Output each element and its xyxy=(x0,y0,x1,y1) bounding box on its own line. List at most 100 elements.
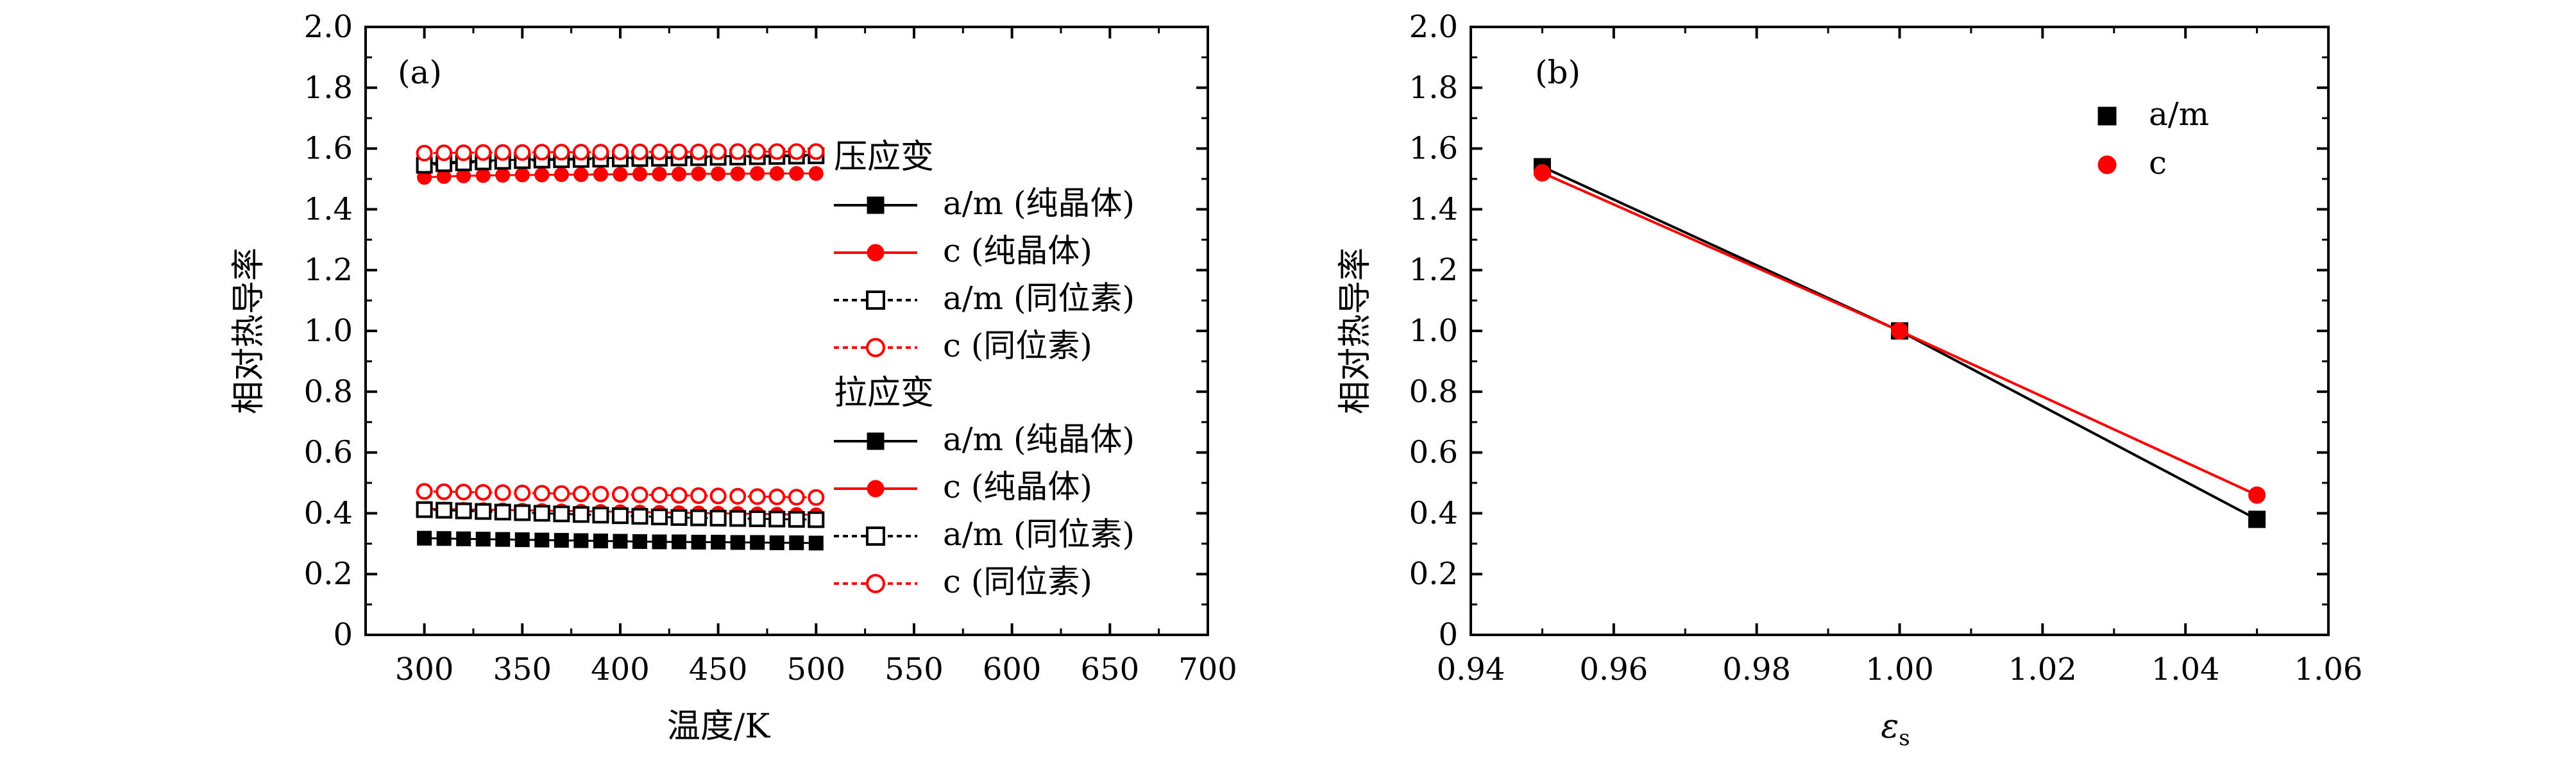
legend-marker xyxy=(867,196,885,214)
y-tick-label: 0 xyxy=(1438,617,1458,653)
x-tick-label: 0.98 xyxy=(1722,652,1791,687)
data-point xyxy=(631,486,648,503)
x-tick-label: 450 xyxy=(689,652,748,687)
x-axis-title: εs xyxy=(1881,707,1910,751)
data-point xyxy=(514,532,530,548)
data-point xyxy=(611,486,629,503)
panel-label: (b) xyxy=(1535,54,1580,91)
legend-entry: a/m (同位素) xyxy=(834,516,1135,553)
data-point xyxy=(729,487,747,505)
y-tick-label: 0 xyxy=(333,617,353,653)
data-point xyxy=(514,504,531,521)
data-point xyxy=(652,534,667,550)
data-point xyxy=(611,143,629,160)
data-point xyxy=(631,143,648,160)
data-point xyxy=(730,535,745,550)
data-point xyxy=(750,165,765,181)
data-point xyxy=(572,506,589,523)
legend-marker xyxy=(867,244,885,262)
data-point xyxy=(2248,510,2266,528)
data-point xyxy=(494,503,511,521)
data-point xyxy=(494,484,511,501)
data-point xyxy=(690,509,708,526)
y-tick-label: 1.6 xyxy=(304,131,353,167)
data-point xyxy=(769,535,784,550)
legend-label: a/m (纯晶体) xyxy=(943,421,1135,458)
y-tick-label: 0.8 xyxy=(304,374,353,410)
legend-entry: a/m (纯晶体) xyxy=(834,185,1135,222)
x-tick-label: 400 xyxy=(591,652,650,687)
data-point xyxy=(436,483,453,500)
data-series xyxy=(1533,164,2266,504)
data-point xyxy=(416,501,433,518)
data-point xyxy=(709,143,727,160)
data-point xyxy=(553,144,570,161)
data-point xyxy=(534,167,550,183)
data-point xyxy=(456,531,471,546)
data-point xyxy=(789,165,804,181)
data-point xyxy=(631,508,648,525)
data-series xyxy=(1533,158,2266,528)
data-series xyxy=(416,143,825,162)
data-point xyxy=(670,143,688,160)
legend-marker xyxy=(866,574,885,593)
data-point xyxy=(593,534,608,549)
data-point xyxy=(709,509,727,526)
legend-entry: a/m (同位素) xyxy=(834,280,1135,317)
data-point xyxy=(572,485,589,503)
legend-marker xyxy=(866,526,885,546)
y-tick-label: 1.6 xyxy=(1409,131,1458,167)
data-point xyxy=(808,143,825,160)
x-tick-label: 1.00 xyxy=(1865,652,1934,687)
x-tick-label: 0.94 xyxy=(1437,652,1505,687)
data-point xyxy=(553,505,570,523)
data-point xyxy=(533,144,550,161)
data-point xyxy=(768,143,786,160)
data-series xyxy=(416,501,825,528)
legend-label: c (纯晶体) xyxy=(943,232,1092,269)
data-point xyxy=(789,535,804,550)
legend-marker xyxy=(866,338,885,357)
legend-group-title: 压应变 xyxy=(834,138,934,176)
data-point xyxy=(534,532,550,548)
data-point xyxy=(514,167,530,183)
data-point xyxy=(768,510,786,528)
legend-marker xyxy=(866,291,885,310)
data-point xyxy=(672,166,687,181)
data-point xyxy=(788,143,805,160)
legend-marker xyxy=(867,480,885,498)
legend-marker xyxy=(2097,106,2117,126)
data-point xyxy=(808,489,825,506)
data-point xyxy=(808,165,824,181)
data-point xyxy=(749,488,766,505)
data-point xyxy=(1533,164,1551,182)
data-point xyxy=(788,489,805,506)
y-tick-label: 0.4 xyxy=(1409,495,1458,531)
legend-label: c (同位素) xyxy=(943,327,1092,364)
data-point xyxy=(593,167,608,182)
y-tick-label: 0.6 xyxy=(1409,435,1458,471)
y-tick-label: 1.4 xyxy=(304,191,353,227)
legend-group-title: 拉应变 xyxy=(834,374,934,412)
data-point xyxy=(455,502,472,519)
legend-label: a/m (纯晶体) xyxy=(943,185,1135,222)
data-point xyxy=(690,487,708,504)
panel-b-chart: 0.94 0.96 0.98 1.00 1.02 1.04 1.06 0 0.2 0.4 0.6 0.… xyxy=(1336,9,2362,751)
data-point xyxy=(475,484,492,501)
data-point xyxy=(632,534,647,549)
y-tick-label: 0.2 xyxy=(1409,556,1458,592)
data-point xyxy=(495,532,511,547)
data-point xyxy=(514,484,531,501)
data-point xyxy=(416,144,433,162)
data-point xyxy=(553,485,570,502)
x-tick-label: 1.02 xyxy=(2008,652,2077,687)
data-point xyxy=(533,505,550,522)
x-tick-label: 550 xyxy=(885,652,944,687)
x-axis-title-main: ε xyxy=(1881,707,1899,746)
x-tick-label: 300 xyxy=(395,652,454,687)
legend-label: c xyxy=(2149,144,2167,181)
panel-label: (a) xyxy=(398,54,442,91)
data-point xyxy=(573,533,589,548)
